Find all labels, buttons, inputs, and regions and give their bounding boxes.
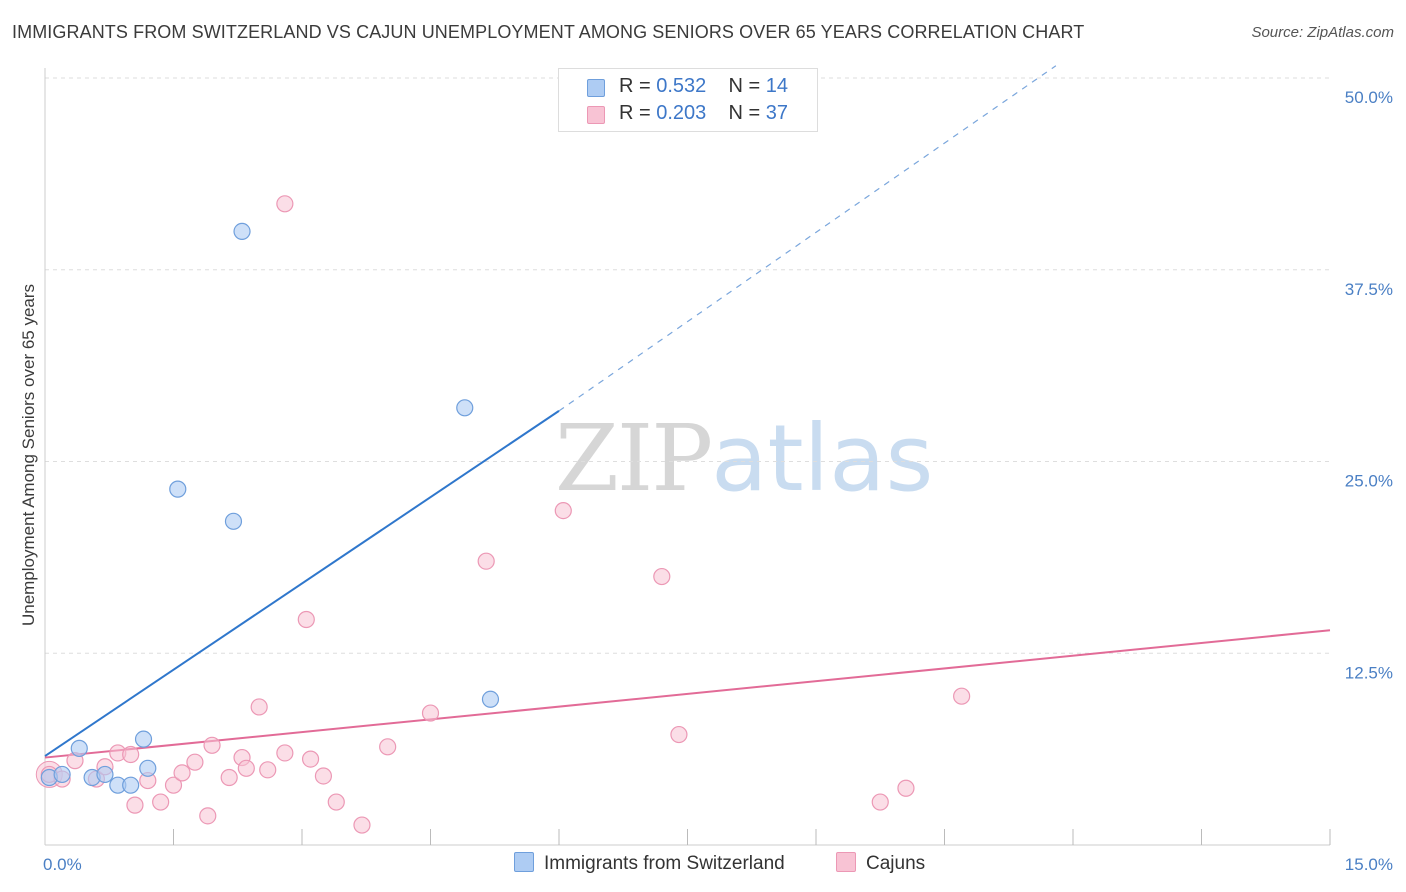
legend-n-label: N = <box>728 102 761 124</box>
legend-n-label: N = <box>728 75 761 97</box>
cajun-point <box>653 567 671 586</box>
cajun-point <box>477 552 495 570</box>
watermark: ZIPatlas <box>555 405 934 512</box>
cajun-point <box>897 779 915 797</box>
axis-layer <box>44 68 1331 846</box>
y-tick-label: 50.0% <box>1345 88 1393 107</box>
cajun-point <box>164 776 183 794</box>
y-axis-label: Unemployment Among Seniors over 65 years <box>19 284 38 626</box>
watermark-zip: ZIP <box>555 405 713 512</box>
legend-n-value: 14 <box>765 75 789 97</box>
legend-swatch-swiss <box>587 79 605 97</box>
cajun-point <box>421 704 440 722</box>
cajun-point <box>199 807 217 825</box>
cajun-point <box>220 768 238 787</box>
grid-layer <box>45 77 1330 654</box>
trend-line-cajun <box>44 629 1331 759</box>
cajun-point <box>953 687 971 705</box>
cajun-point <box>122 745 140 764</box>
legend-r-value: 0.532 <box>656 75 707 97</box>
swiss-point <box>456 399 474 417</box>
label-layer: 12.5% 25.0% 37.5% 50.0% 0.0% 15.0% <box>43 88 1393 874</box>
swiss-point <box>224 512 243 530</box>
swiss-point <box>96 765 114 784</box>
swiss-point <box>53 765 71 784</box>
legend-r-value: 0.203 <box>656 102 707 124</box>
cajun-point <box>250 698 268 716</box>
x-tick-label: 15.0% <box>1345 855 1393 874</box>
cajun-point <box>379 738 397 756</box>
bottom-legend-label-cajun: Cajuns <box>866 853 926 874</box>
swiss-point <box>233 222 251 240</box>
cajun-point <box>173 764 191 782</box>
y-tick-label: 12.5% <box>1345 663 1393 682</box>
cajun-point <box>871 793 889 811</box>
source-label: Source: ZipAtlas.com <box>1251 24 1394 41</box>
cajun-point <box>126 796 144 814</box>
cajun-point <box>314 767 333 785</box>
cajun-point <box>259 761 277 779</box>
bottom-legend-cajun: Cajuns <box>836 852 925 875</box>
cajun-point <box>353 816 371 834</box>
cajun-point <box>237 759 255 777</box>
y-tick-label: 25.0% <box>1345 472 1393 491</box>
swiss-point <box>139 759 157 777</box>
cajun-point <box>554 501 572 520</box>
cajun-point <box>152 793 170 811</box>
cajun-point <box>301 750 320 768</box>
legend-n-value: 37 <box>765 102 789 124</box>
bottom-legend-swatch-swiss <box>514 852 534 872</box>
swiss-point <box>134 730 153 748</box>
legend-r-label: R = <box>619 102 651 124</box>
correlation-legend: R = 0.532 N = 14 R = 0.203 N = 37 <box>558 68 818 132</box>
swiss-point <box>70 739 88 757</box>
cajun-point <box>327 793 345 811</box>
trend-line-swiss-extension <box>558 65 1057 412</box>
legend-text-cajun: R = 0.203 N = 37 <box>619 102 788 125</box>
point-layer <box>35 195 971 834</box>
cajun-point <box>276 744 294 762</box>
bottom-legend-swiss: Immigrants from Switzerland <box>514 852 785 875</box>
trend-layer <box>44 65 1331 759</box>
swiss-point <box>122 776 140 794</box>
y-tick-label: 37.5% <box>1345 280 1393 299</box>
swiss-point <box>481 690 500 708</box>
legend-r-label: R = <box>619 75 651 97</box>
cajun-point <box>276 195 294 213</box>
legend-text-swiss: R = 0.532 N = 14 <box>619 75 788 98</box>
legend-swatch-cajun <box>587 106 605 124</box>
trend-line-swiss <box>44 410 560 757</box>
cajun-point <box>670 725 688 744</box>
cajun-point <box>203 736 221 754</box>
chart-title: IMMIGRANTS FROM SWITZERLAND VS CAJUN UNE… <box>12 22 1085 42</box>
cajun-point <box>297 610 315 629</box>
swiss-point <box>169 480 187 498</box>
bottom-legend-label-swiss: Immigrants from Switzerland <box>544 853 785 874</box>
watermark-atlas: atlas <box>711 405 934 512</box>
cajun-point <box>186 753 204 771</box>
bottom-legend-swatch-cajun <box>836 852 856 872</box>
x-tick-label: 0.0% <box>43 855 82 874</box>
